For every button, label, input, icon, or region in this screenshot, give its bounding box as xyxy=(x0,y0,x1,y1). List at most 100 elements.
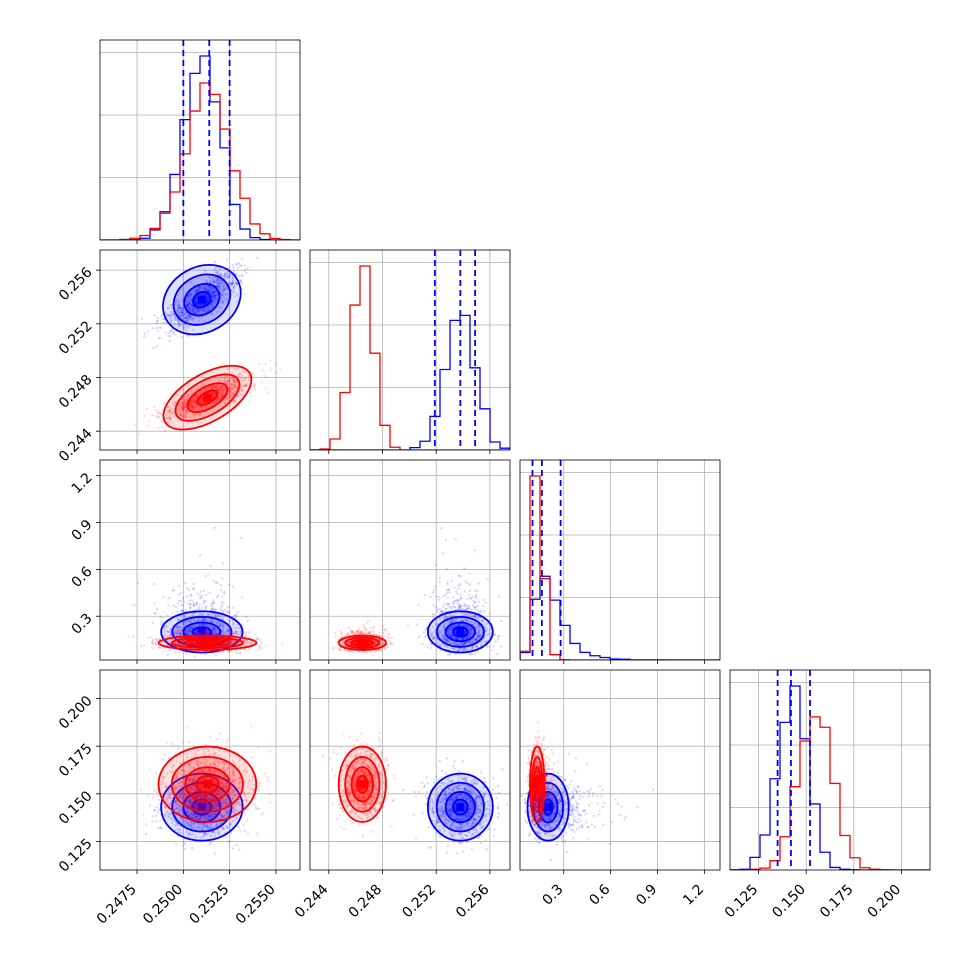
scatter-point xyxy=(212,296,215,300)
scatter-point xyxy=(468,640,471,643)
scatter-point xyxy=(192,398,195,401)
scatter-point xyxy=(165,634,169,638)
scatter-point xyxy=(205,298,208,302)
scatter-point xyxy=(255,637,258,641)
scatter-point xyxy=(162,616,165,619)
scatter-point xyxy=(185,304,189,308)
scatter-point xyxy=(184,410,187,413)
scatter-point xyxy=(477,611,481,614)
scatter-point xyxy=(435,606,438,609)
scatter-point xyxy=(155,409,158,412)
scatter-point xyxy=(179,640,183,643)
scatter-point xyxy=(183,395,187,399)
scatter-point xyxy=(234,626,237,630)
scatter-point xyxy=(217,310,220,313)
scatter-point xyxy=(184,609,187,612)
scatter-point xyxy=(245,631,248,634)
scatter-point xyxy=(158,326,161,329)
scatter-point xyxy=(196,618,200,621)
scatter-point xyxy=(196,608,199,611)
scatter-point xyxy=(189,308,192,312)
scatter-point xyxy=(447,602,451,606)
scatter-point xyxy=(240,596,243,599)
scatter-point xyxy=(205,618,208,622)
scatter-point xyxy=(202,287,206,290)
scatter-point xyxy=(170,411,173,414)
scatter-point xyxy=(223,390,227,394)
scatter-point xyxy=(235,386,239,389)
scatter-point xyxy=(217,594,220,597)
scatter-point xyxy=(231,263,235,267)
scatter-point xyxy=(181,307,184,310)
scatter-point xyxy=(448,591,451,594)
scatter-point xyxy=(234,281,237,285)
scatter-point xyxy=(233,400,236,403)
scatter-point xyxy=(180,603,183,606)
scatter-point xyxy=(233,632,237,635)
scatter-point xyxy=(208,591,211,594)
scatter-point xyxy=(447,629,450,632)
scatter-point xyxy=(210,602,214,605)
scatter-point xyxy=(190,400,194,403)
scatter-point xyxy=(467,633,471,637)
scatter-point xyxy=(166,420,169,424)
scatter-point xyxy=(209,404,213,407)
scatter-point xyxy=(189,416,192,419)
scatter-point xyxy=(340,633,343,636)
scatter-point xyxy=(189,306,193,310)
scatter-point xyxy=(220,388,223,391)
scatter-point xyxy=(184,402,188,405)
scatter-point xyxy=(174,630,177,633)
scatter-point xyxy=(470,632,473,635)
scatter-point xyxy=(213,280,217,283)
scatter-point xyxy=(201,401,205,404)
scatter-point xyxy=(223,274,226,278)
scatter-point xyxy=(210,290,213,294)
scatter-point xyxy=(231,394,235,397)
scatter-point xyxy=(216,284,219,287)
scatter-point xyxy=(455,638,459,641)
scatter-point xyxy=(242,639,246,642)
scatter-point xyxy=(143,414,146,418)
scatter-point xyxy=(477,649,480,653)
scatter-point xyxy=(212,384,216,387)
scatter-point xyxy=(210,387,214,390)
scatter-point xyxy=(219,274,223,277)
scatter-point xyxy=(200,606,204,609)
scatter-point xyxy=(469,648,472,651)
scatter-point xyxy=(217,272,220,275)
scatter-point xyxy=(211,386,215,389)
scatter-point xyxy=(214,401,217,404)
scatter-point xyxy=(440,527,443,530)
scatter-point xyxy=(210,313,213,316)
scatter-point xyxy=(212,626,215,629)
scatter-point xyxy=(187,318,190,321)
scatter-point xyxy=(168,418,172,422)
scatter-point xyxy=(499,645,503,648)
scatter-point xyxy=(240,385,243,388)
scatter-point xyxy=(181,299,184,302)
scatter-point xyxy=(187,297,190,300)
scatter-point xyxy=(187,302,190,305)
scatter-point xyxy=(218,390,222,393)
scatter-point xyxy=(212,626,215,629)
scatter-point xyxy=(188,294,191,298)
scatter-point xyxy=(449,641,452,644)
scatter-point xyxy=(230,386,233,389)
scatter-point xyxy=(206,387,209,390)
scatter-point xyxy=(231,385,235,388)
scatter-point xyxy=(199,596,203,599)
scatter-point xyxy=(206,289,209,293)
scatter-point xyxy=(181,609,185,612)
scatter-point xyxy=(174,401,177,404)
scatter-point xyxy=(220,388,224,392)
scatter-point xyxy=(237,374,240,377)
scatter-point xyxy=(184,412,188,415)
scatter-point xyxy=(243,371,246,374)
scatter-point xyxy=(178,304,182,307)
scatter-point xyxy=(211,294,215,297)
scatter-point xyxy=(466,582,469,585)
scatter-point xyxy=(456,638,459,641)
scatter-point xyxy=(190,403,194,406)
scatter-point xyxy=(442,605,445,608)
